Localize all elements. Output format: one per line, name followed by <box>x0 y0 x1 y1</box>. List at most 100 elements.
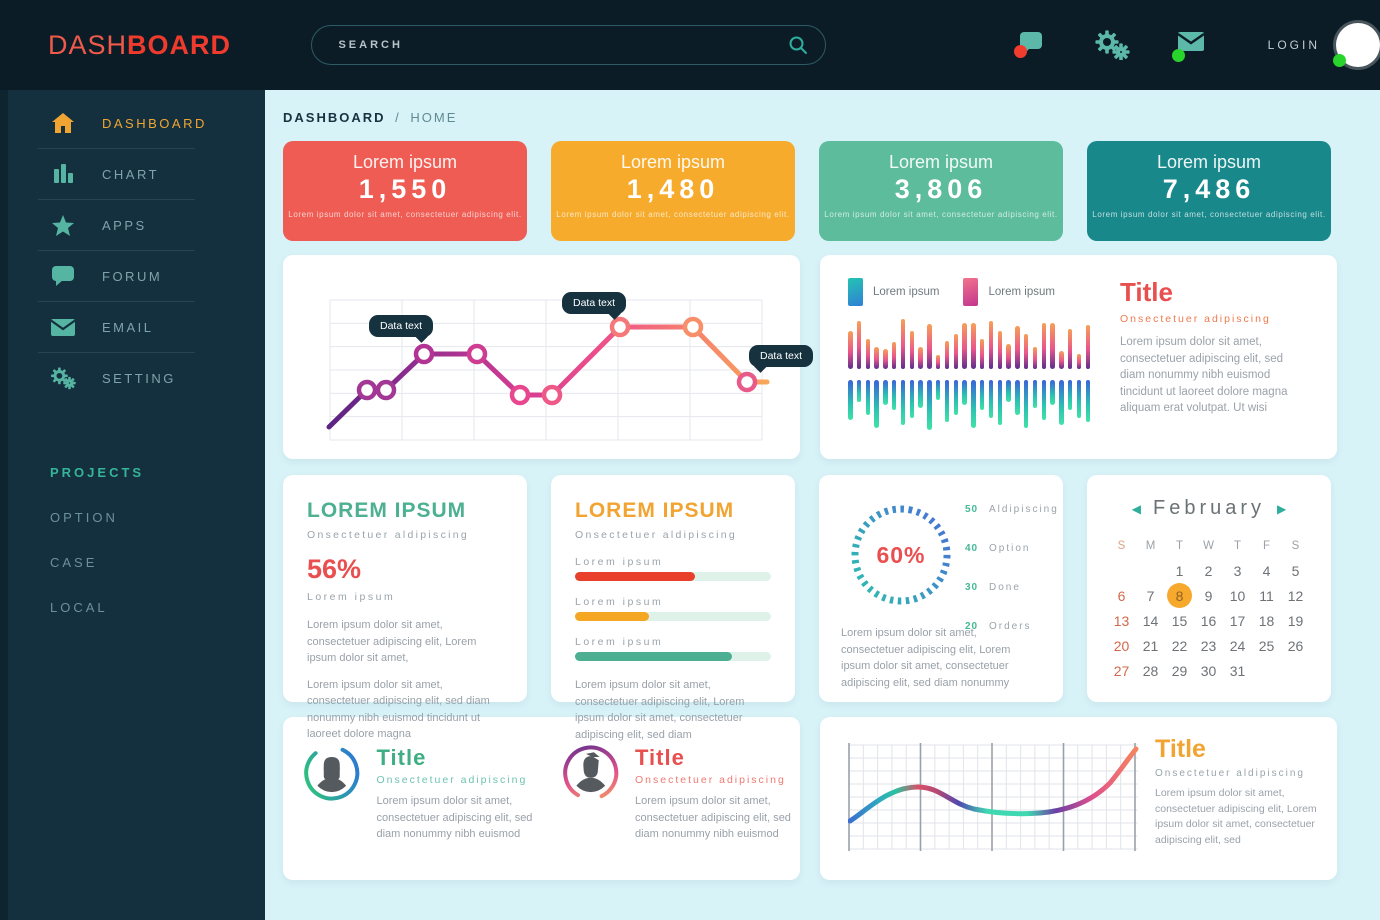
calendar-next-button[interactable]: ▶ <box>1277 501 1287 516</box>
bar-top <box>874 347 879 369</box>
bar-bottom <box>848 380 853 420</box>
card-heading: LOREM IPSUM <box>575 499 735 522</box>
calendar-date[interactable]: 12 <box>1287 587 1304 604</box>
wave-line-chart <box>848 743 1139 851</box>
wave-chart-card: Title Onsectetuer aldipiscing Lorem ipsu… <box>820 717 1337 880</box>
calendar-date[interactable]: 21 <box>1142 637 1159 654</box>
calendar-date[interactable]: 10 <box>1229 587 1246 604</box>
data-point[interactable] <box>509 384 531 406</box>
mail-badge <box>1171 49 1185 62</box>
calendar-date[interactable]: 13 <box>1113 612 1130 629</box>
calendar-date[interactable]: 9 <box>1204 587 1213 604</box>
profile-text: Title Onsectetuer adipiscing Lorem ipsum… <box>635 745 800 880</box>
progress-track <box>575 612 771 621</box>
calendar-date[interactable]: 24 <box>1229 637 1246 654</box>
bar-top <box>865 339 871 369</box>
mail-icon[interactable] <box>1171 30 1208 62</box>
calendar-date[interactable]: 15 <box>1171 612 1188 629</box>
sidebar-item-dashboard[interactable]: DASHBOARD <box>8 98 265 148</box>
calendar-date[interactable]: 19 <box>1287 612 1304 629</box>
calendar-selected-date[interactable]: 8 <box>1165 583 1194 608</box>
sidebar-item-chart[interactable]: CHART <box>8 149 265 199</box>
calendar-prev-button[interactable]: ◀ <box>1131 501 1141 516</box>
bar-top <box>971 323 976 369</box>
tooltip-label: Data text <box>573 297 616 309</box>
calendar-date[interactable]: 18 <box>1258 612 1275 629</box>
gears-icon[interactable] <box>1094 30 1130 61</box>
data-point[interactable] <box>541 384 563 406</box>
data-point[interactable] <box>466 343 488 365</box>
sidebar-item-option[interactable]: OPTION <box>50 510 118 525</box>
calendar-date[interactable]: 27 <box>1113 662 1130 679</box>
search-bar[interactable] <box>311 25 826 65</box>
legend-value: 50 <box>965 503 979 515</box>
card-text-block: Title Onsectetuer adipiscing Lorem ipsum… <box>1120 277 1320 417</box>
calendar-date <box>1281 658 1310 683</box>
calendar-date[interactable]: 7 <box>1146 587 1155 604</box>
data-point[interactable] <box>375 379 397 401</box>
stat-title: Lorem ipsum <box>888 152 994 172</box>
calendar-date[interactable]: 26 <box>1287 637 1304 654</box>
calendar-date[interactable]: 1 <box>1175 562 1184 579</box>
bar-top <box>927 324 932 369</box>
bar-top <box>935 355 941 369</box>
bar-bottom <box>883 380 888 405</box>
calendar-date[interactable]: 28 <box>1142 662 1159 679</box>
breadcrumb: DASHBOARD / HOME <box>283 110 1380 125</box>
percentage-label: Lorem ipsum <box>307 591 396 603</box>
calendar-date[interactable]: 16 <box>1200 612 1217 629</box>
calendar-date <box>1136 558 1165 583</box>
calendar-date[interactable]: 22 <box>1171 637 1188 654</box>
login-button[interactable]: LOGIN <box>1267 38 1320 52</box>
breadcrumb-root[interactable]: DASHBOARD <box>283 110 386 125</box>
sidebar-item-setting[interactable]: SETTING <box>8 353 265 403</box>
calendar-grid: S M T W T F S 1 2 3 4 5 6 7 8 9 10 11 12 13 14 15 16 17 18 19 20 21… <box>1107 533 1311 683</box>
data-point[interactable] <box>609 316 631 338</box>
calendar-date[interactable]: 30 <box>1200 662 1217 679</box>
sidebar-item-forum[interactable]: FORUM <box>8 251 265 301</box>
percentage-value: 56% <box>307 554 362 584</box>
profile-body: Lorem ipsum dolor sit amet, consectetuer… <box>376 795 533 840</box>
sidebar-item-apps[interactable]: APPS <box>8 200 265 250</box>
data-point[interactable] <box>736 371 758 393</box>
calendar-day-header: T <box>1175 539 1184 552</box>
calendar-date[interactable]: 20 <box>1113 637 1130 654</box>
calendar-date[interactable]: 11 <box>1259 587 1274 604</box>
sidebar-item-email[interactable]: EMAIL <box>8 302 265 352</box>
calendar-date[interactable]: 4 <box>1262 562 1271 579</box>
calendar-date[interactable]: 31 <box>1229 662 1246 679</box>
calendar-date[interactable]: 5 <box>1291 562 1300 579</box>
calendar-date[interactable]: 17 <box>1229 612 1246 629</box>
data-point[interactable] <box>682 316 704 338</box>
sidebar-item-label: CHART <box>102 166 160 182</box>
data-point[interactable] <box>413 343 435 365</box>
calendar-date[interactable]: 3 <box>1233 562 1242 579</box>
projects-section: PROJECTS OPTION CASE LOCAL <box>8 465 265 615</box>
sidebar-item-local[interactable]: LOCAL <box>50 600 108 615</box>
chat-icon[interactable] <box>1013 30 1048 60</box>
progress-label: Lorem ipsum <box>575 556 664 568</box>
search-input[interactable] <box>338 39 787 51</box>
calendar-date[interactable]: 2 <box>1204 562 1213 579</box>
app-logo[interactable]: DASHBOARD <box>0 30 261 61</box>
tooltip-label: Data text <box>380 320 423 332</box>
calendar-date[interactable]: 6 <box>1117 587 1126 604</box>
calendar-date[interactable]: 14 <box>1142 612 1159 629</box>
chat-badge <box>1013 45 1027 58</box>
stat-desc: Lorem ipsum dolor sit amet, consectetuer… <box>288 210 522 219</box>
data-point[interactable] <box>356 379 378 401</box>
search-icon[interactable] <box>787 34 809 56</box>
bar-bottom <box>944 380 950 422</box>
stat-card-4: Lorem ipsum 7,486 Lorem ipsum dolor sit … <box>1087 141 1331 241</box>
calendar-date[interactable]: 29 <box>1171 662 1188 679</box>
sidebar-item-case[interactable]: CASE <box>50 555 98 570</box>
calendar-date[interactable]: 23 <box>1200 637 1217 654</box>
bar-top <box>891 342 897 369</box>
calendar-date[interactable]: 25 <box>1258 637 1275 654</box>
stat-cards-row: Lorem ipsum 1,550 Lorem ipsum dolor sit … <box>283 141 1380 241</box>
card-text-block: Title Onsectetuer aldipiscing Lorem ipsu… <box>1155 735 1325 848</box>
bar-bottom <box>979 380 985 410</box>
donut-legend: 50 Aldipiscing 40 Option 30 Done 20 Orders <box>965 499 1059 655</box>
user-avatar[interactable] <box>1333 23 1380 67</box>
logo-part-thin: DASH <box>48 29 128 60</box>
